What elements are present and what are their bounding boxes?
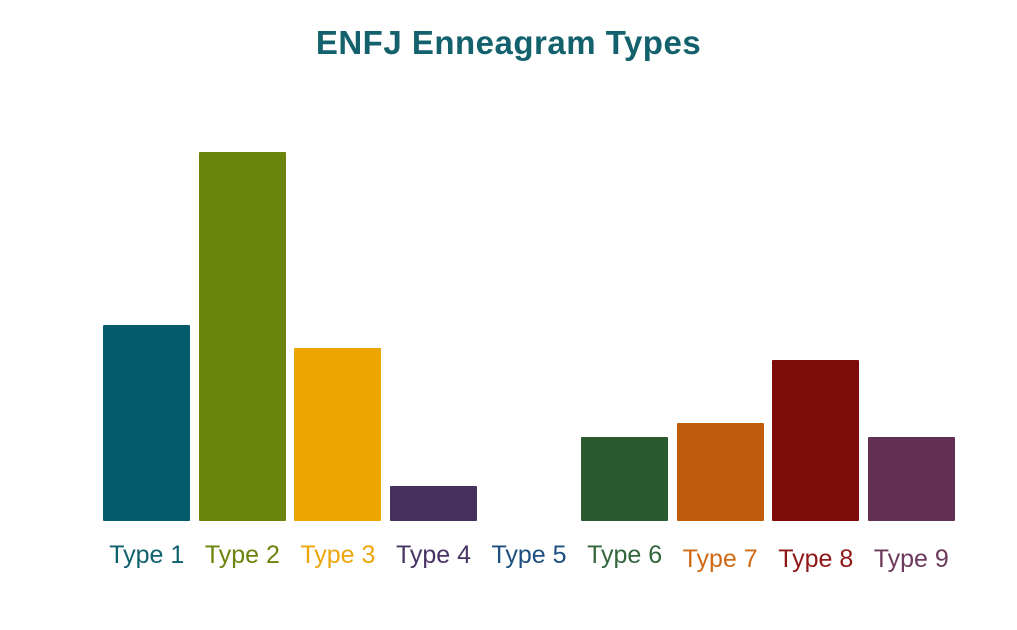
- bar-slot-type-9: [864, 152, 960, 521]
- bar-type-2: [198, 152, 286, 521]
- bar-slot-type-1: [99, 152, 195, 521]
- x-axis-label-type-4: Type 4: [395, 541, 471, 569]
- bar-slot-type-5: [481, 152, 577, 521]
- x-axis-label-type-7: Type 7: [682, 545, 758, 573]
- x-axis-label-type-8: Type 8: [778, 545, 854, 573]
- bar-type-3: [294, 348, 382, 521]
- bar-slot-type-2: [195, 152, 291, 521]
- x-axis-label-type-1: Type 1: [109, 541, 185, 569]
- bar-type-8: [772, 360, 860, 521]
- x-axis-labels-row: Type 1 Type 2 Type 3 Type 4 Type 5 Type 6 Type…: [99, 540, 959, 574]
- bar-slot-type-3: [290, 152, 386, 521]
- x-axis-label-type-3: Type 3: [300, 541, 376, 569]
- x-axis-label-type-2: Type 2: [204, 541, 280, 569]
- bar-type-4: [389, 486, 477, 521]
- bar-type-9: [867, 437, 955, 521]
- bar-slot-type-4: [386, 152, 482, 521]
- chart-title: ENFJ Enneagram Types: [315, 24, 702, 61]
- bars-row: [99, 152, 959, 521]
- bar-type-7: [676, 423, 764, 521]
- bar-type-6: [581, 437, 669, 521]
- bar-slot-type-6: [577, 152, 673, 521]
- x-axis-label-type-6: Type 6: [587, 541, 663, 569]
- bar-slot-type-8: [768, 152, 864, 521]
- x-axis-label-type-5: Type 5: [491, 541, 567, 569]
- bar-slot-type-7: [672, 152, 768, 521]
- x-axis-label-type-9: Type 9: [873, 545, 949, 573]
- bar-type-1: [103, 325, 191, 521]
